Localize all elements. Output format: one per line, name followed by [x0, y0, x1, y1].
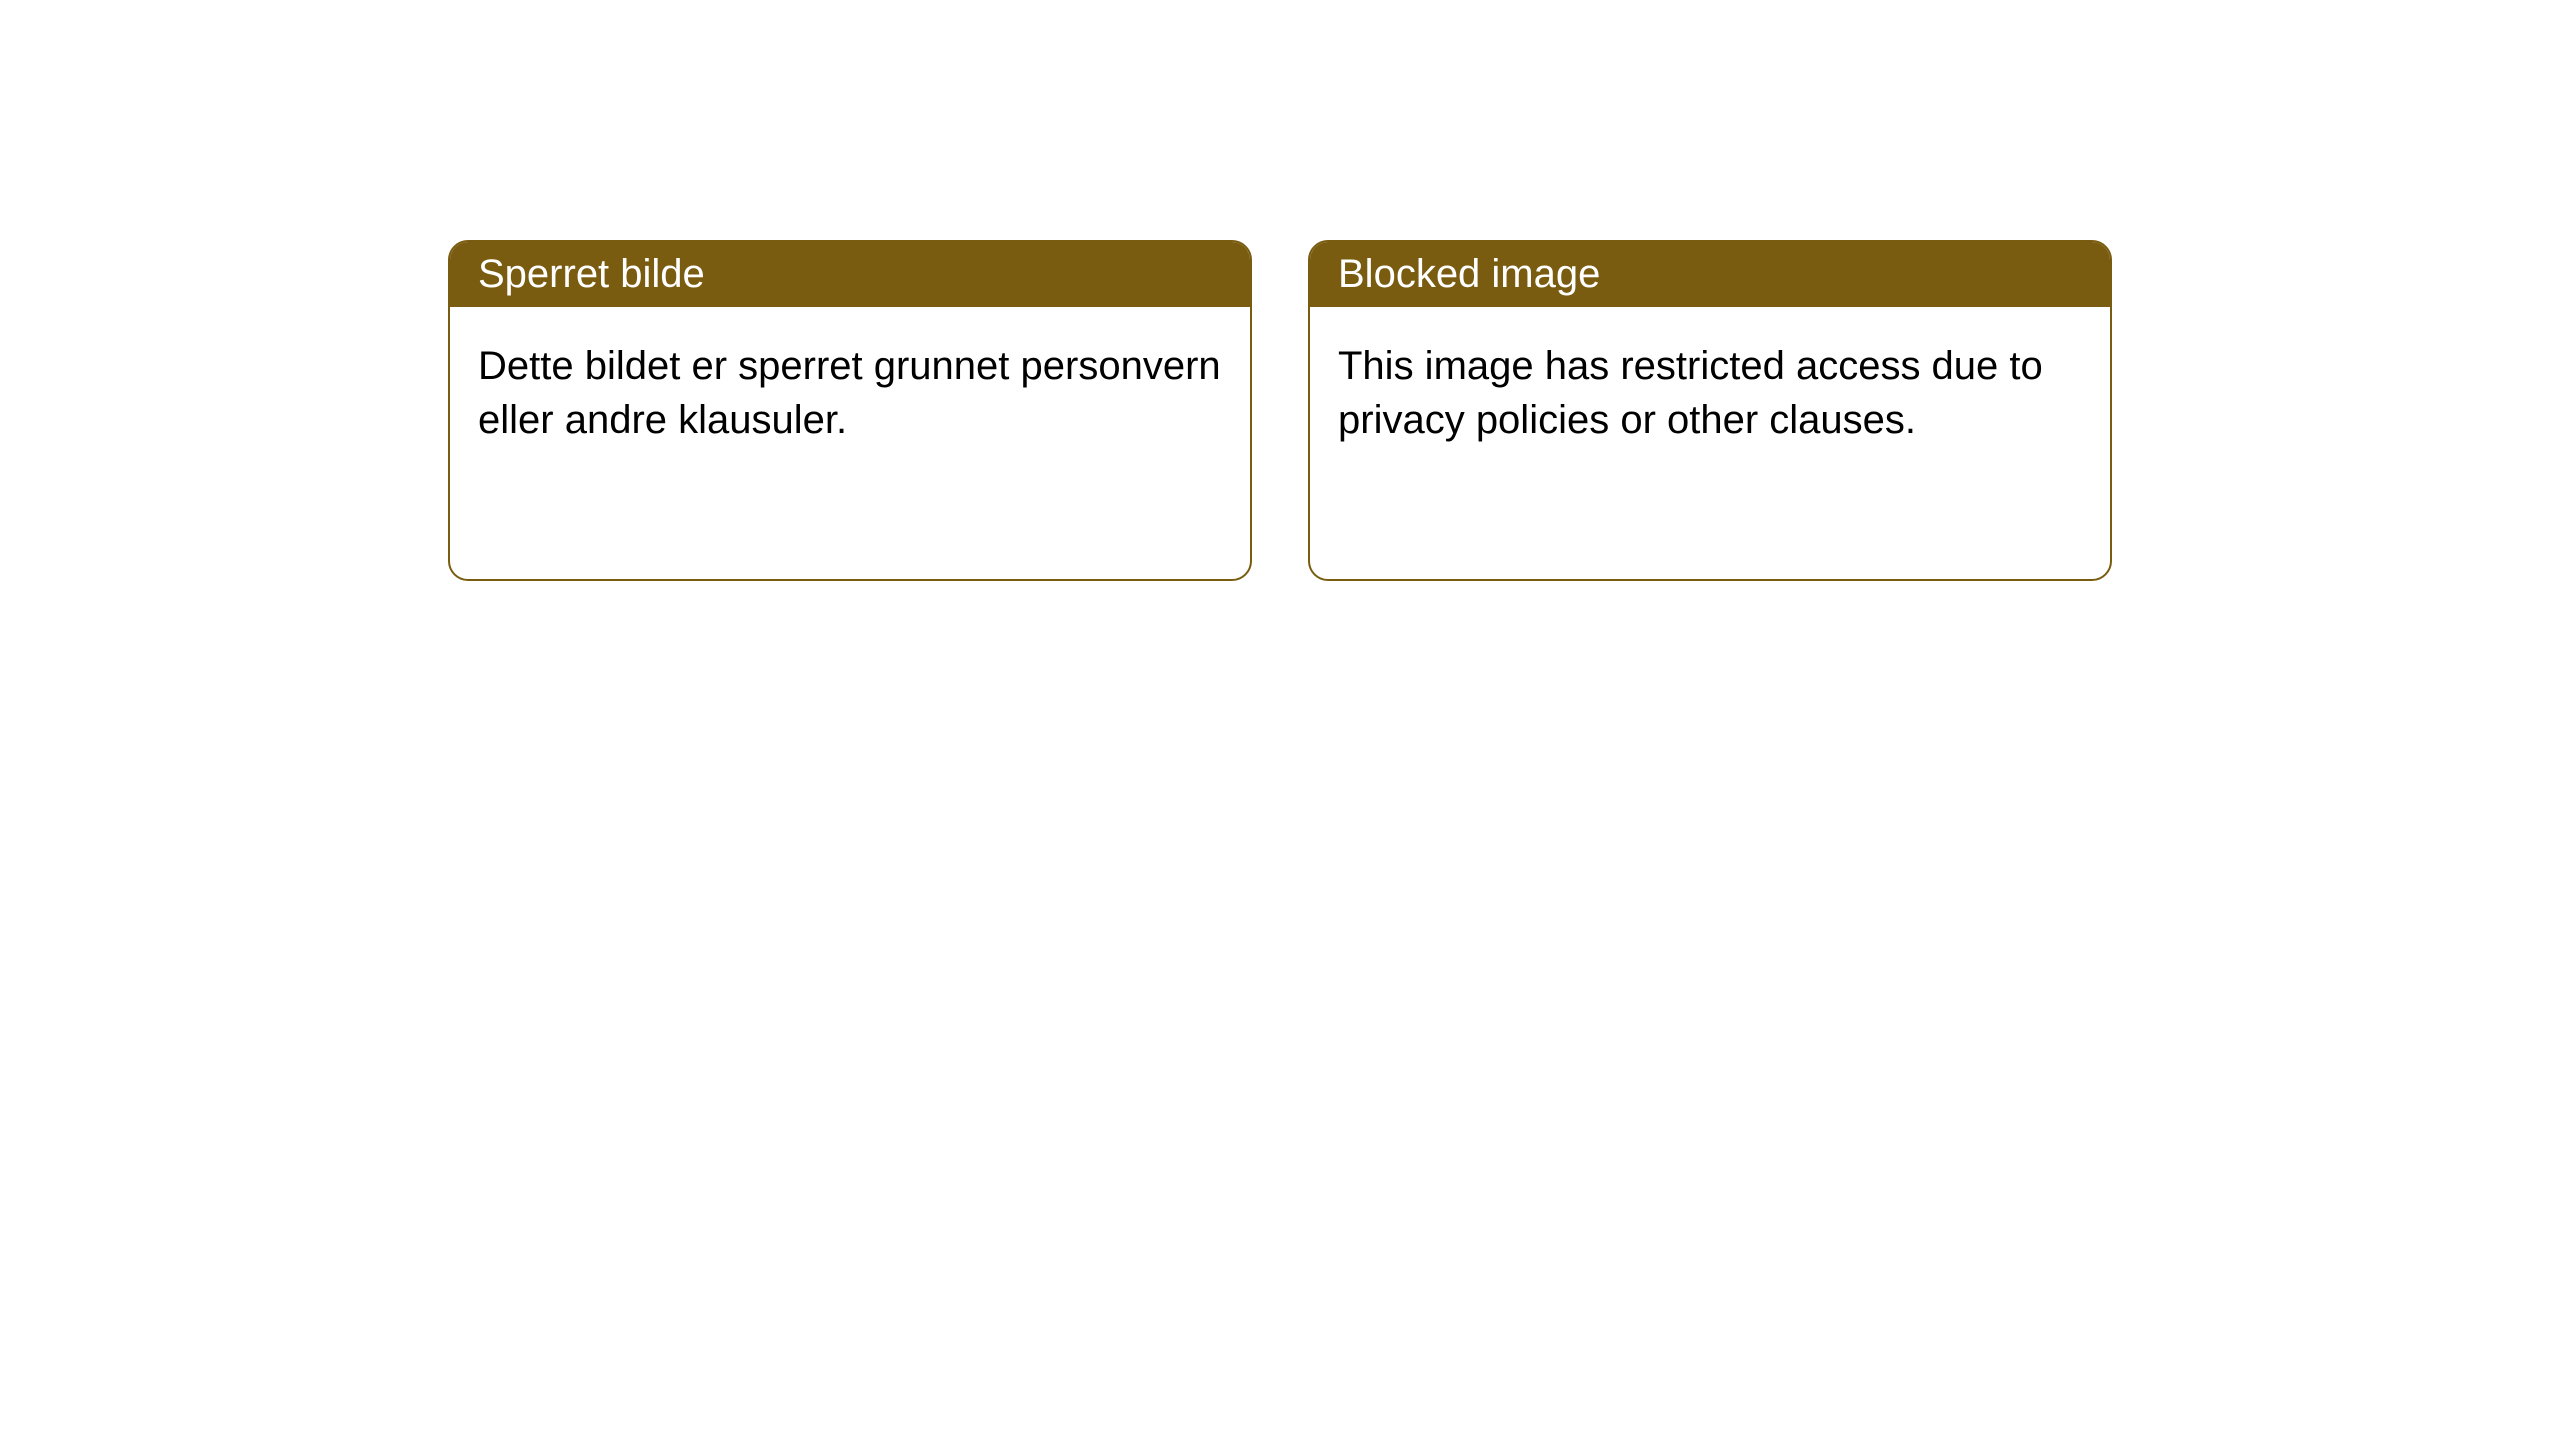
notice-card-no: Sperret bilde Dette bildet er sperret gr…: [448, 240, 1252, 581]
notice-card-en: Blocked image This image has restricted …: [1308, 240, 2112, 581]
notice-body-en: This image has restricted access due to …: [1310, 307, 2110, 579]
notice-container: Sperret bilde Dette bildet er sperret gr…: [448, 240, 2112, 581]
notice-title-en: Blocked image: [1310, 242, 2110, 307]
notice-body-no: Dette bildet er sperret grunnet personve…: [450, 307, 1250, 579]
notice-title-no: Sperret bilde: [450, 242, 1250, 307]
